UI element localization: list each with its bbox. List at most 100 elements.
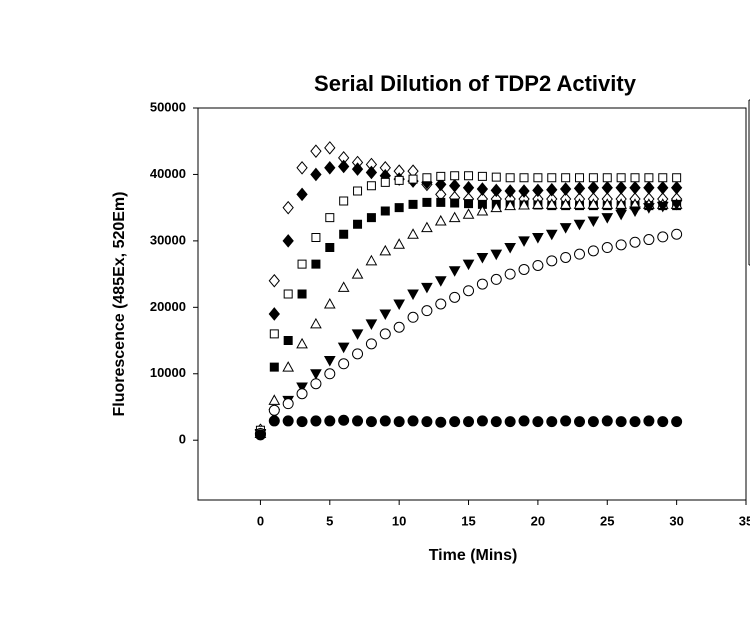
data-point xyxy=(463,416,475,428)
data-point xyxy=(671,416,683,428)
data-point xyxy=(546,255,558,267)
data-point xyxy=(421,282,433,294)
data-point xyxy=(560,252,572,263)
data-point xyxy=(575,173,585,183)
data-point xyxy=(601,180,613,195)
data-point xyxy=(283,336,293,346)
data-point xyxy=(533,173,543,183)
data-point xyxy=(380,206,390,216)
data-point xyxy=(629,416,641,428)
y-tick-label: 0 xyxy=(179,432,186,447)
data-point xyxy=(476,415,488,427)
data-point xyxy=(422,173,432,183)
data-point xyxy=(658,173,668,183)
data-point xyxy=(615,239,627,251)
data-point xyxy=(310,144,322,158)
data-point xyxy=(296,388,308,400)
data-point xyxy=(518,236,530,247)
data-point xyxy=(339,196,349,206)
data-point xyxy=(434,214,447,226)
data-point xyxy=(587,198,600,209)
data-point xyxy=(449,291,461,303)
data-point xyxy=(323,297,336,309)
data-point xyxy=(296,337,308,349)
data-point xyxy=(490,183,502,198)
data-point xyxy=(546,416,558,428)
data-point xyxy=(643,415,655,427)
data-point xyxy=(462,180,475,195)
data-point xyxy=(407,415,419,427)
data-point xyxy=(365,165,378,180)
data-point xyxy=(310,378,322,390)
y-tick-label: 30000 xyxy=(150,232,186,247)
data-point xyxy=(587,216,600,227)
data-point xyxy=(561,173,571,183)
data-point xyxy=(282,398,294,410)
data-point xyxy=(504,416,516,428)
data-point xyxy=(379,309,392,320)
data-point xyxy=(337,281,350,292)
data-point xyxy=(490,201,503,213)
data-point xyxy=(436,171,446,181)
x-tick-label: 30 xyxy=(669,513,683,528)
data-point xyxy=(449,416,461,428)
data-point xyxy=(254,429,266,441)
data-point xyxy=(337,342,350,354)
data-point xyxy=(643,203,655,214)
data-point xyxy=(394,203,404,213)
data-point xyxy=(547,173,557,183)
data-point xyxy=(296,382,308,394)
data-point xyxy=(601,415,613,427)
data-point xyxy=(408,199,418,209)
data-point xyxy=(464,171,474,181)
data-point xyxy=(393,299,406,311)
data-point xyxy=(436,197,446,207)
data-point xyxy=(393,321,405,333)
data-point xyxy=(351,329,364,340)
data-point xyxy=(325,213,335,223)
x-axis-label: Time (Mins) xyxy=(429,547,518,564)
data-point xyxy=(504,184,516,198)
data-point xyxy=(435,416,447,428)
data-point xyxy=(353,186,363,196)
data-point xyxy=(407,289,419,301)
data-point xyxy=(365,338,377,350)
y-tick-label: 10000 xyxy=(150,365,186,380)
data-point xyxy=(545,229,558,241)
data-point xyxy=(532,416,544,428)
data-point xyxy=(282,234,294,248)
data-point xyxy=(601,213,614,224)
data-point xyxy=(532,260,544,271)
data-point xyxy=(268,404,280,416)
data-point xyxy=(559,223,572,234)
data-point xyxy=(559,182,572,196)
data-point xyxy=(615,180,627,195)
data-point xyxy=(421,221,433,233)
data-point xyxy=(448,211,461,223)
data-point xyxy=(587,180,600,195)
data-point xyxy=(643,234,655,245)
data-point xyxy=(615,209,627,221)
data-point xyxy=(352,348,364,360)
data-point xyxy=(296,161,308,175)
data-point xyxy=(365,416,377,428)
data-point xyxy=(518,415,530,427)
data-point xyxy=(296,416,308,428)
data-point xyxy=(671,228,683,240)
data-point xyxy=(268,394,281,405)
plot-frame xyxy=(197,107,747,501)
data-point xyxy=(504,199,517,211)
data-point xyxy=(449,178,461,193)
x-tick-label: 15 xyxy=(461,513,475,528)
data-point xyxy=(545,198,558,209)
data-point xyxy=(393,238,406,249)
data-point xyxy=(477,171,487,181)
data-point xyxy=(464,199,474,209)
data-point xyxy=(297,259,307,269)
data-point xyxy=(324,161,336,175)
data-point xyxy=(504,268,516,280)
data-point xyxy=(656,201,669,213)
data-point xyxy=(365,319,378,330)
data-point xyxy=(657,416,669,428)
